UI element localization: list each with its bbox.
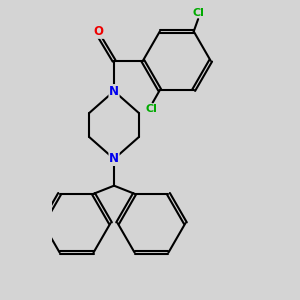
Text: Cl: Cl [146,104,158,114]
Text: N: N [109,152,119,165]
Text: N: N [109,85,119,98]
Text: O: O [94,25,104,38]
Text: Cl: Cl [192,8,204,18]
